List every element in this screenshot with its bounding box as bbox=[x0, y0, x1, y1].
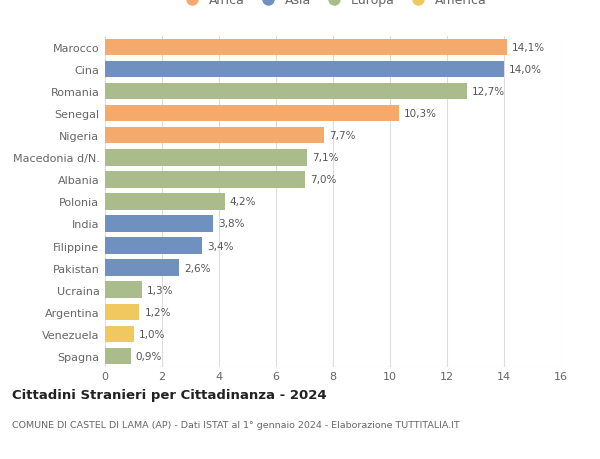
Text: 3,4%: 3,4% bbox=[207, 241, 233, 251]
Bar bbox=[105, 304, 139, 320]
Bar bbox=[105, 326, 133, 342]
Bar bbox=[105, 128, 325, 144]
Bar bbox=[105, 84, 467, 100]
Bar bbox=[105, 62, 504, 78]
Text: 7,1%: 7,1% bbox=[313, 153, 339, 163]
Bar bbox=[105, 106, 398, 122]
Text: 14,0%: 14,0% bbox=[509, 65, 542, 75]
Text: 12,7%: 12,7% bbox=[472, 87, 505, 97]
Text: 1,3%: 1,3% bbox=[147, 285, 173, 295]
Bar bbox=[105, 172, 305, 188]
Bar bbox=[105, 194, 224, 210]
Text: 0,9%: 0,9% bbox=[136, 351, 162, 361]
Bar bbox=[105, 238, 202, 254]
Bar bbox=[105, 150, 307, 166]
Bar bbox=[105, 39, 507, 56]
Legend: Africa, Asia, Europa, America: Africa, Asia, Europa, America bbox=[176, 0, 490, 10]
Bar bbox=[105, 348, 131, 364]
Text: 3,8%: 3,8% bbox=[218, 219, 245, 229]
Text: 4,2%: 4,2% bbox=[230, 197, 256, 207]
Bar bbox=[105, 216, 214, 232]
Text: 2,6%: 2,6% bbox=[184, 263, 211, 273]
Text: 1,0%: 1,0% bbox=[139, 329, 165, 339]
Text: COMUNE DI CASTEL DI LAMA (AP) - Dati ISTAT al 1° gennaio 2024 - Elaborazione TUT: COMUNE DI CASTEL DI LAMA (AP) - Dati IST… bbox=[12, 420, 460, 429]
Text: Cittadini Stranieri per Cittadinanza - 2024: Cittadini Stranieri per Cittadinanza - 2… bbox=[12, 388, 326, 401]
Text: 1,2%: 1,2% bbox=[145, 307, 171, 317]
Text: 7,7%: 7,7% bbox=[329, 131, 356, 141]
Bar bbox=[105, 260, 179, 276]
Text: 10,3%: 10,3% bbox=[404, 109, 437, 119]
Bar bbox=[105, 282, 142, 298]
Text: 7,0%: 7,0% bbox=[310, 175, 336, 185]
Text: 14,1%: 14,1% bbox=[512, 43, 545, 53]
